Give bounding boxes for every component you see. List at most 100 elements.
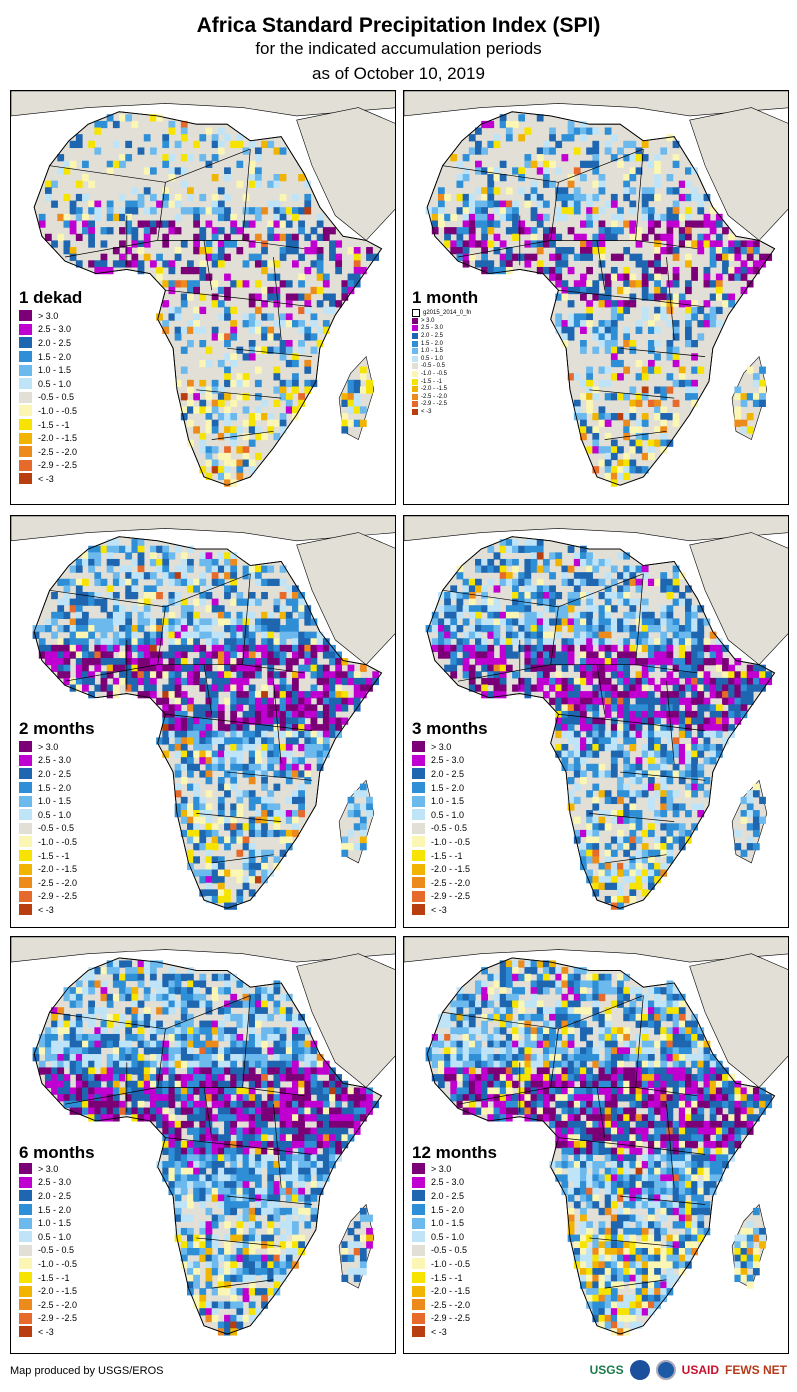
spi-cell — [549, 658, 556, 666]
spi-cell — [752, 240, 760, 248]
africa-map — [11, 516, 395, 927]
spi-cell — [654, 697, 661, 705]
legend-item: 2.5 - 3.0 — [19, 754, 77, 768]
spi-cell — [106, 160, 114, 168]
spi-cell — [468, 625, 476, 633]
spi-cell — [703, 757, 711, 765]
spi-cell — [641, 664, 649, 672]
spi-cell — [230, 320, 238, 328]
spi-cell — [580, 704, 587, 712]
spi-cell — [242, 280, 250, 288]
spi-cell — [242, 611, 250, 620]
spi-cell — [462, 651, 470, 659]
spi-cell — [316, 1120, 324, 1129]
europe-landmass — [11, 91, 395, 117]
spi-cell — [641, 366, 649, 374]
spi-cell — [162, 545, 170, 553]
spi-cell — [279, 1074, 287, 1082]
spi-cell — [236, 180, 244, 188]
spi-cell — [536, 651, 544, 659]
spi-cell — [180, 730, 188, 738]
spi-cell — [617, 638, 624, 646]
spi-cell — [125, 993, 133, 1002]
spi-cell — [285, 1094, 293, 1102]
spi-cell — [187, 1080, 194, 1089]
spi-cell — [174, 280, 182, 288]
spi-cell — [450, 227, 458, 235]
spi-cell — [174, 618, 182, 626]
spi-cell — [51, 1020, 58, 1028]
spi-cell — [199, 134, 207, 142]
spi-cell — [75, 618, 83, 626]
spi-cell — [211, 572, 219, 580]
spi-cell — [549, 598, 556, 606]
spi-cell — [193, 406, 200, 414]
spi-cell — [580, 240, 587, 248]
spi-cell — [530, 631, 538, 639]
spi-cell — [629, 459, 637, 467]
spi-cell — [573, 796, 581, 805]
spi-cell — [100, 644, 108, 653]
spi-cell — [304, 366, 312, 374]
spi-cell — [709, 260, 717, 268]
spi-cell — [635, 658, 643, 666]
spi-cell — [261, 260, 268, 268]
spi-cell — [347, 1107, 355, 1115]
spi-cell — [242, 691, 250, 699]
spi-cell — [304, 697, 312, 705]
spi-cell — [617, 572, 624, 580]
spi-cell — [248, 160, 256, 168]
spi-cell — [199, 1067, 207, 1075]
spi-cell — [273, 174, 281, 182]
spi-cell — [580, 233, 587, 241]
spi-cell — [505, 187, 513, 195]
spi-cell — [752, 790, 760, 798]
spi-cell — [329, 240, 336, 248]
spi-cell — [586, 253, 593, 261]
spi-cell — [82, 1060, 89, 1069]
spi-cell — [131, 1100, 139, 1109]
legend-item: -1.0 - -0.5 — [19, 404, 77, 418]
spi-cell — [149, 664, 157, 672]
spi-cell — [586, 147, 593, 155]
spi-cell — [598, 882, 606, 890]
spi-cell — [592, 618, 600, 626]
spi-cell — [617, 591, 624, 600]
spi-cell — [629, 386, 637, 394]
spi-cell — [211, 651, 219, 659]
spi-cell — [267, 710, 275, 719]
spi-cell — [137, 644, 145, 653]
spi-cell — [131, 638, 139, 646]
spi-cell — [230, 399, 238, 407]
spi-cell — [316, 1080, 324, 1089]
spi-cell — [740, 247, 748, 255]
spi-cell — [635, 359, 643, 368]
spi-cell — [100, 1100, 108, 1109]
spi-cell — [623, 843, 631, 851]
spi-cell — [211, 326, 219, 334]
country-border — [49, 589, 166, 608]
spi-cell — [666, 737, 674, 745]
spi-cell — [366, 253, 373, 261]
spi-cell — [156, 618, 163, 626]
spi-cell — [224, 625, 231, 633]
spi-cell — [530, 644, 538, 653]
spi-cell — [94, 147, 102, 155]
spi-cell — [149, 572, 157, 580]
spi-cell — [168, 266, 176, 275]
spi-cell — [248, 220, 256, 228]
spi-cell — [542, 213, 550, 222]
spi-cell — [230, 664, 238, 672]
spi-cell — [493, 625, 501, 633]
spi-cell — [174, 651, 182, 659]
spi-cell — [341, 697, 349, 705]
spi-cell — [211, 973, 219, 982]
spi-cell — [230, 1120, 238, 1129]
spi-cell — [555, 724, 563, 732]
spi-cell — [285, 293, 293, 301]
spi-cell — [462, 193, 470, 202]
spi-cell — [137, 1060, 145, 1069]
spi-cell — [487, 671, 495, 679]
spi-cell — [143, 1067, 151, 1075]
spi-cell — [261, 829, 268, 838]
